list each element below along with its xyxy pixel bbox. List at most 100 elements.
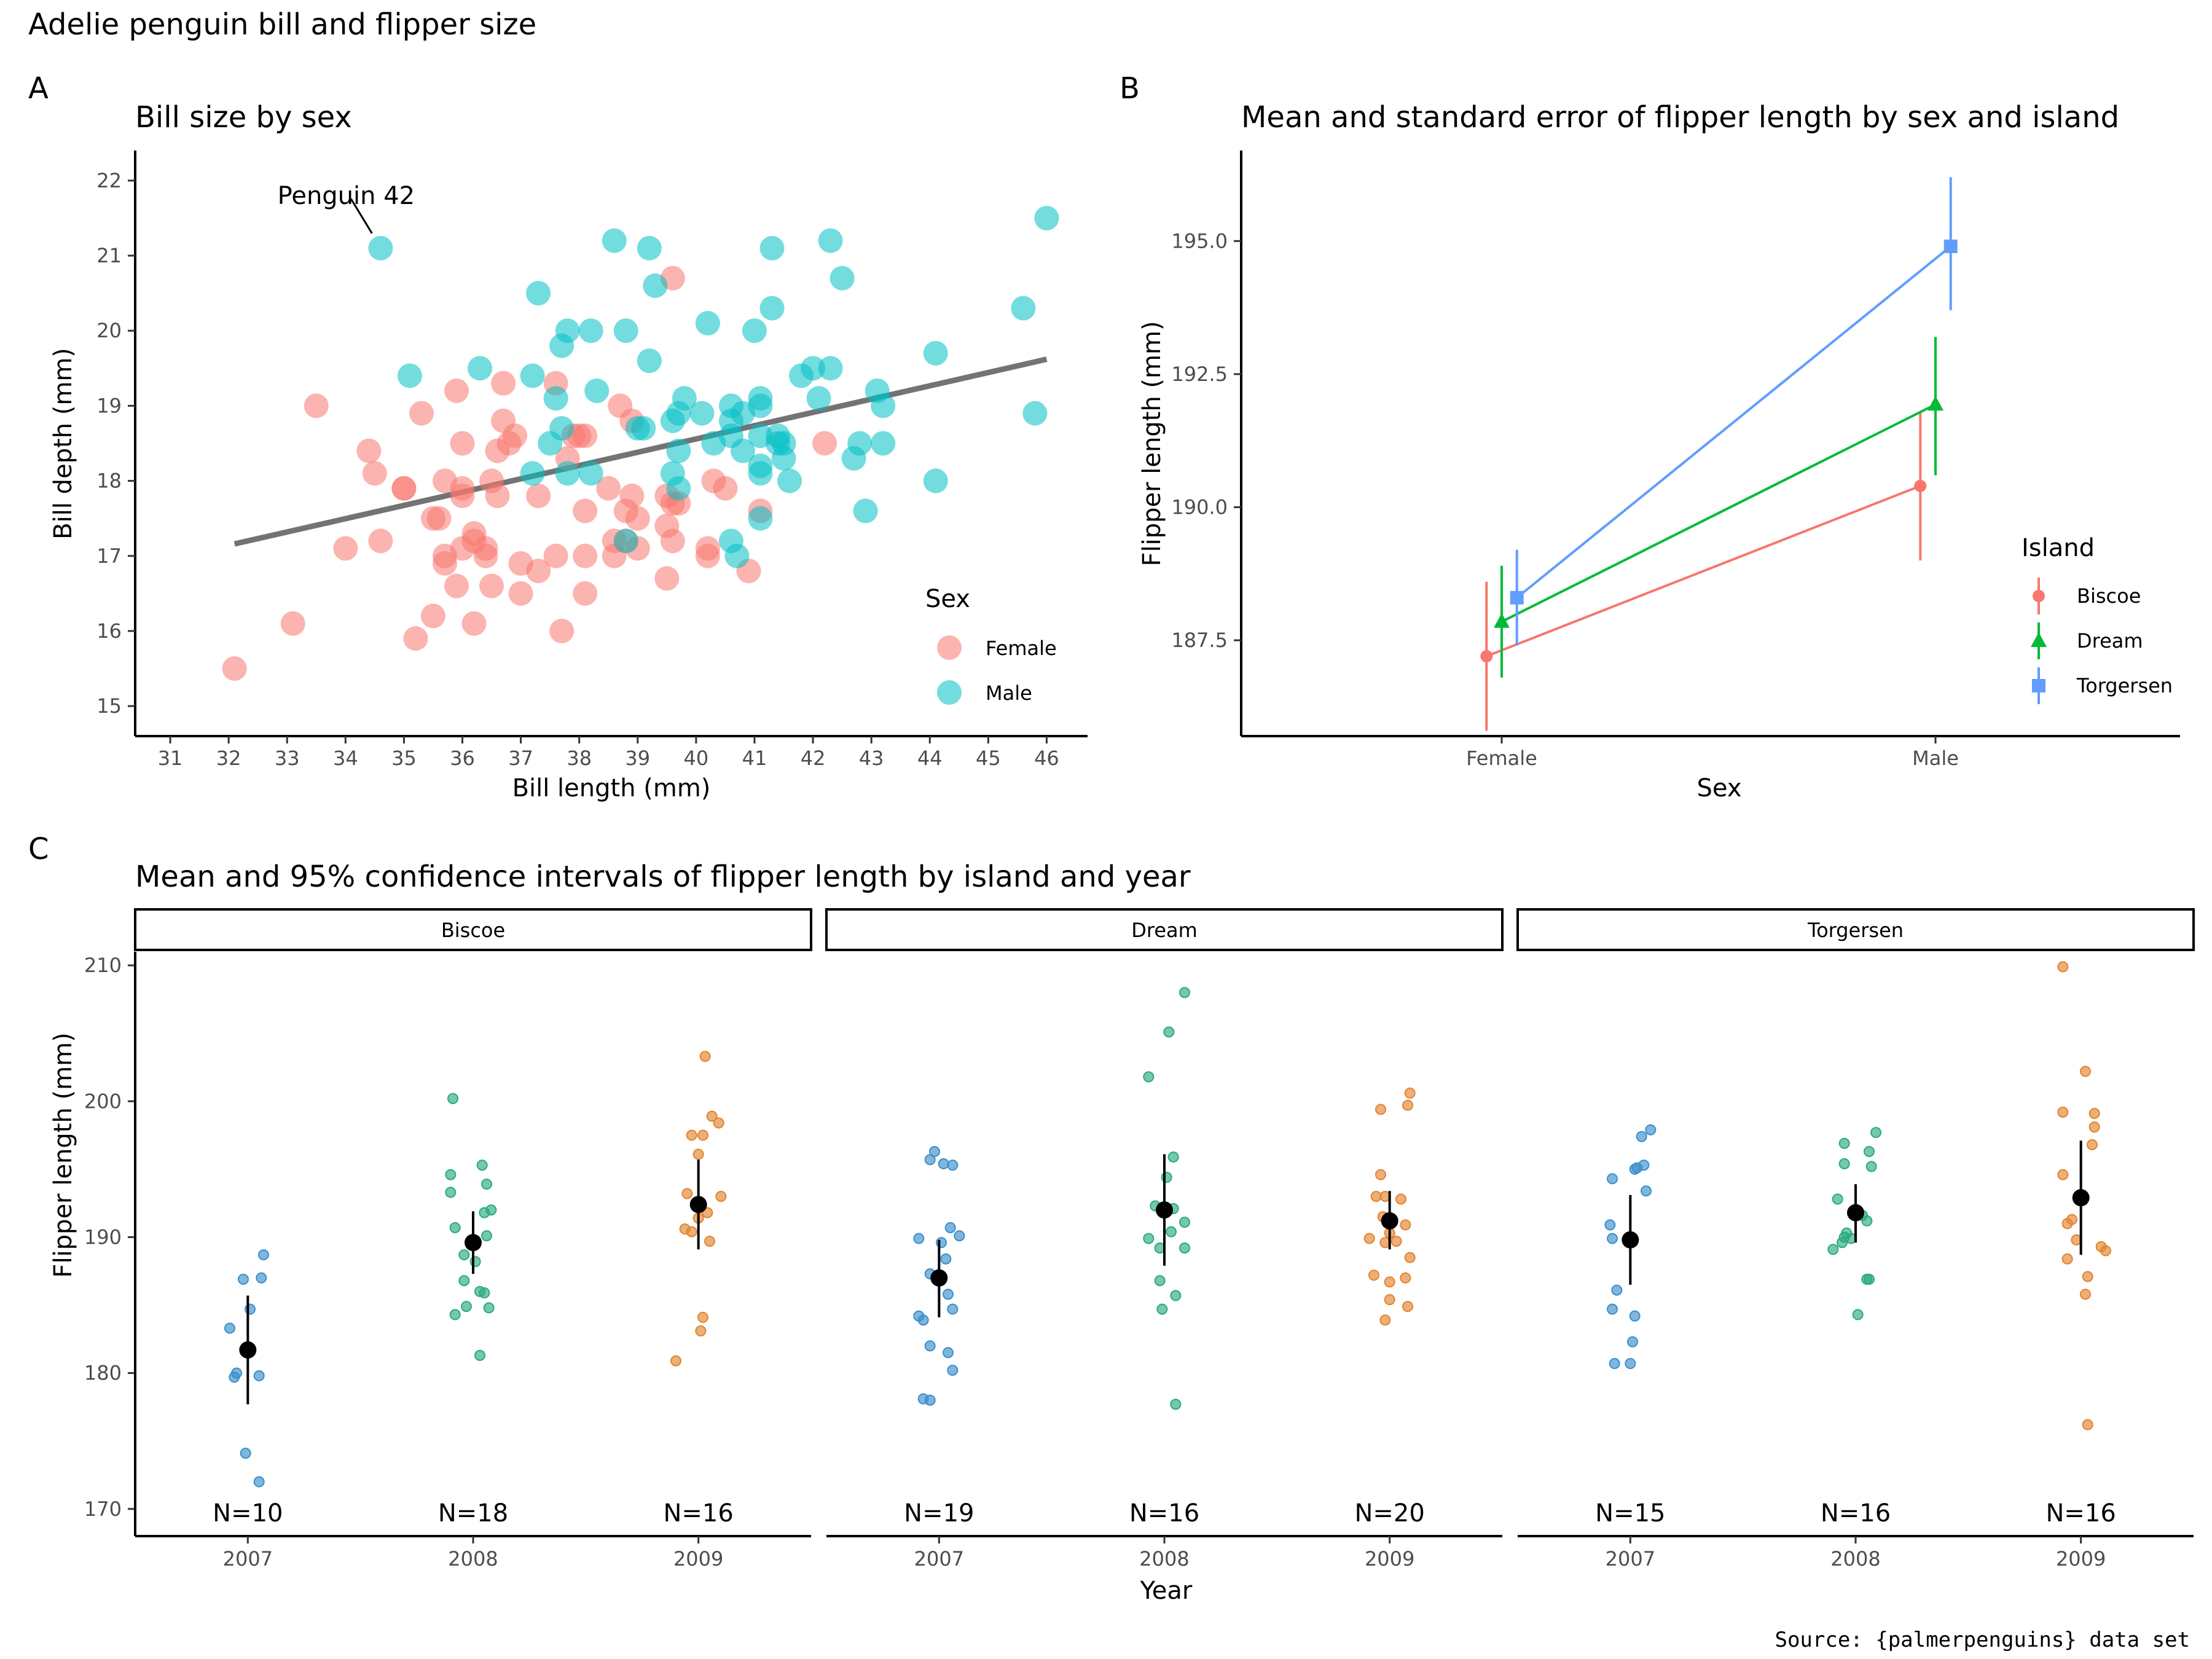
figure-caption: Source: {palmerpenguins} data set	[1775, 1628, 2190, 1652]
jitter-point	[458, 1249, 470, 1261]
jitter-point	[699, 1051, 711, 1062]
mean-marker-torgersen	[1510, 590, 1524, 605]
point-male	[742, 318, 767, 343]
point-male	[543, 386, 568, 411]
jitter-point	[1627, 1336, 1638, 1347]
panel-a-tag: A	[28, 71, 49, 106]
mean-point	[1847, 1204, 1864, 1222]
jitter-point	[702, 1207, 713, 1218]
panel-a-annotation-line	[350, 198, 373, 234]
jitter-point	[1629, 1163, 1641, 1175]
jitter-point	[1384, 1276, 1395, 1288]
mean-point	[930, 1269, 948, 1287]
point-male	[724, 543, 750, 568]
panel-c: C Mean and 95% confidence intervals of f…	[28, 832, 2195, 1605]
point-female	[491, 371, 516, 396]
jitter-point	[481, 1230, 492, 1242]
jitter-point	[913, 1233, 925, 1244]
jitter-point	[1402, 1301, 1413, 1312]
y-tick-label: 19	[96, 394, 122, 417]
jitter-point	[1864, 1146, 1875, 1158]
y-tick-label: 170	[84, 1497, 122, 1521]
jitter-point	[229, 1371, 240, 1383]
point-male	[923, 468, 948, 493]
jitter-point	[940, 1253, 952, 1265]
x-tick-label: 45	[976, 747, 1001, 770]
point-male	[672, 386, 697, 411]
jitter-point	[2100, 1245, 2111, 1257]
jitter-point	[1402, 1099, 1413, 1111]
point-male	[520, 461, 545, 486]
jitter-point	[1156, 1303, 1168, 1315]
n-label: N=18	[438, 1499, 508, 1528]
jitter-point	[2088, 1108, 2100, 1120]
legend-label-dream: Dream	[2077, 629, 2143, 653]
mean-point	[689, 1196, 707, 1214]
legend-label-torgersen: Torgersen	[2076, 674, 2173, 697]
point-male	[801, 356, 826, 381]
point-female	[573, 581, 598, 606]
n-label: N=19	[904, 1499, 974, 1528]
x-tick-label: 42	[801, 747, 826, 770]
point-male	[759, 235, 785, 261]
mean-marker-biscoe	[1914, 479, 1927, 492]
mean-point	[239, 1341, 257, 1359]
point-female	[479, 573, 504, 598]
jitter-point	[1384, 1294, 1395, 1306]
n-label: N=15	[1595, 1499, 1665, 1528]
jitter-point	[479, 1287, 490, 1299]
jitter-point	[2080, 1288, 2091, 1300]
jitter-point	[924, 1154, 936, 1166]
point-female	[503, 423, 528, 449]
point-male	[748, 386, 773, 411]
y-tick-label: 210	[84, 954, 122, 977]
figure-title: Adelie penguin bill and flipper size	[28, 7, 536, 42]
jitter-point	[1609, 1358, 1620, 1370]
point-male	[818, 356, 843, 381]
point-male	[637, 235, 662, 261]
panel-a: A Bill size by sex 15 16 17 18 19 20 21 22 31 32…	[28, 71, 1088, 802]
jitter-point	[253, 1476, 265, 1488]
mean-point	[1381, 1212, 1398, 1230]
point-female	[420, 603, 445, 629]
panel-a-title: Bill size by sex	[135, 100, 352, 135]
point-male	[666, 476, 691, 501]
jitter-point	[1370, 1191, 1382, 1202]
mean-point	[2072, 1189, 2090, 1207]
point-female	[426, 506, 452, 531]
point-female	[573, 543, 598, 568]
point-male	[689, 401, 715, 426]
point-male	[526, 281, 551, 306]
point-female	[403, 626, 428, 651]
point-female	[596, 476, 621, 501]
jitter-point	[238, 1274, 249, 1285]
jitter-point	[924, 1394, 936, 1406]
point-male	[397, 363, 422, 388]
series-line-dream	[1501, 403, 1936, 623]
point-male	[748, 506, 773, 531]
jitter-point	[681, 1188, 693, 1199]
jitter-point	[1841, 1227, 1853, 1239]
jitter-point	[943, 1347, 954, 1359]
point-male	[637, 348, 662, 374]
x-tick-label: 44	[917, 747, 943, 770]
panel-b-title: Mean and standard error of flipper lengt…	[1241, 100, 2119, 135]
x-tick-label: 46	[1034, 747, 1059, 770]
point-female	[526, 559, 551, 584]
jitter-point	[479, 1207, 490, 1218]
jitter-point	[917, 1314, 929, 1326]
jitter-point	[1143, 1233, 1155, 1244]
jitter-point	[2082, 1271, 2093, 1282]
jitter-point	[1400, 1272, 1411, 1284]
point-male	[748, 453, 773, 479]
panel-a-y-label: Bill depth (mm)	[49, 348, 77, 539]
jitter-point	[458, 1275, 470, 1287]
x-tick-label: 35	[391, 747, 417, 770]
n-label: N=16	[2045, 1499, 2116, 1528]
legend-label-male: Male	[986, 681, 1032, 705]
x-tick-label: 2007	[914, 1547, 964, 1571]
y-tick-label: 190.0	[1171, 495, 1228, 519]
x-tick-label: Male	[1912, 747, 1959, 770]
jitter-point	[1837, 1237, 1848, 1249]
jitter-point	[476, 1159, 488, 1171]
